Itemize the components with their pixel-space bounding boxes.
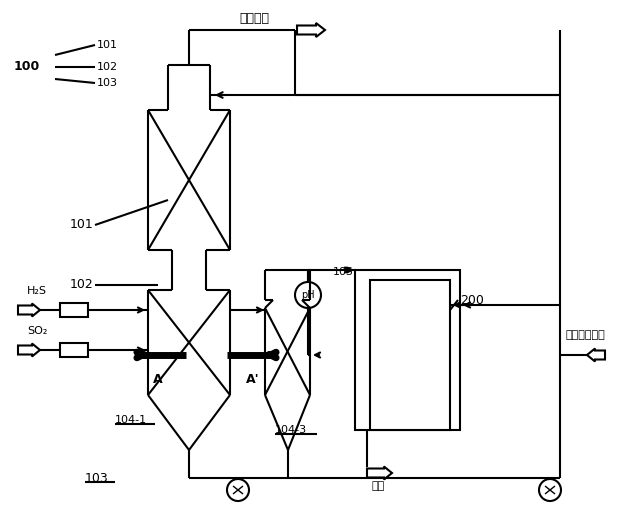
FancyArrow shape xyxy=(18,343,40,357)
Text: 103: 103 xyxy=(97,78,118,88)
Bar xyxy=(60,303,88,317)
Text: 101: 101 xyxy=(97,40,118,50)
Bar xyxy=(355,270,460,430)
FancyArrow shape xyxy=(587,348,605,361)
FancyArrow shape xyxy=(367,466,392,479)
Text: 200: 200 xyxy=(460,294,484,307)
Text: 101: 101 xyxy=(69,219,93,232)
Text: 102: 102 xyxy=(97,62,118,72)
Text: 104-1: 104-1 xyxy=(115,415,147,425)
Text: pH: pH xyxy=(301,290,315,300)
Text: 反应尾气: 反应尾气 xyxy=(239,12,269,25)
Text: 硫確: 硫確 xyxy=(372,481,385,491)
Bar xyxy=(60,343,88,357)
Text: 新鲜反应溶液: 新鲜反应溶液 xyxy=(565,330,604,340)
Text: 100: 100 xyxy=(14,60,40,73)
Text: A': A' xyxy=(246,373,260,386)
Bar xyxy=(370,280,450,430)
FancyArrow shape xyxy=(297,23,325,37)
Text: SO₂: SO₂ xyxy=(27,326,47,336)
Text: 105: 105 xyxy=(333,267,354,277)
Text: 102: 102 xyxy=(69,279,93,292)
Text: H₂S: H₂S xyxy=(27,286,47,296)
Text: 103: 103 xyxy=(85,472,108,484)
Text: A: A xyxy=(153,373,163,386)
Text: 104-3: 104-3 xyxy=(275,425,307,435)
FancyArrow shape xyxy=(18,303,40,316)
